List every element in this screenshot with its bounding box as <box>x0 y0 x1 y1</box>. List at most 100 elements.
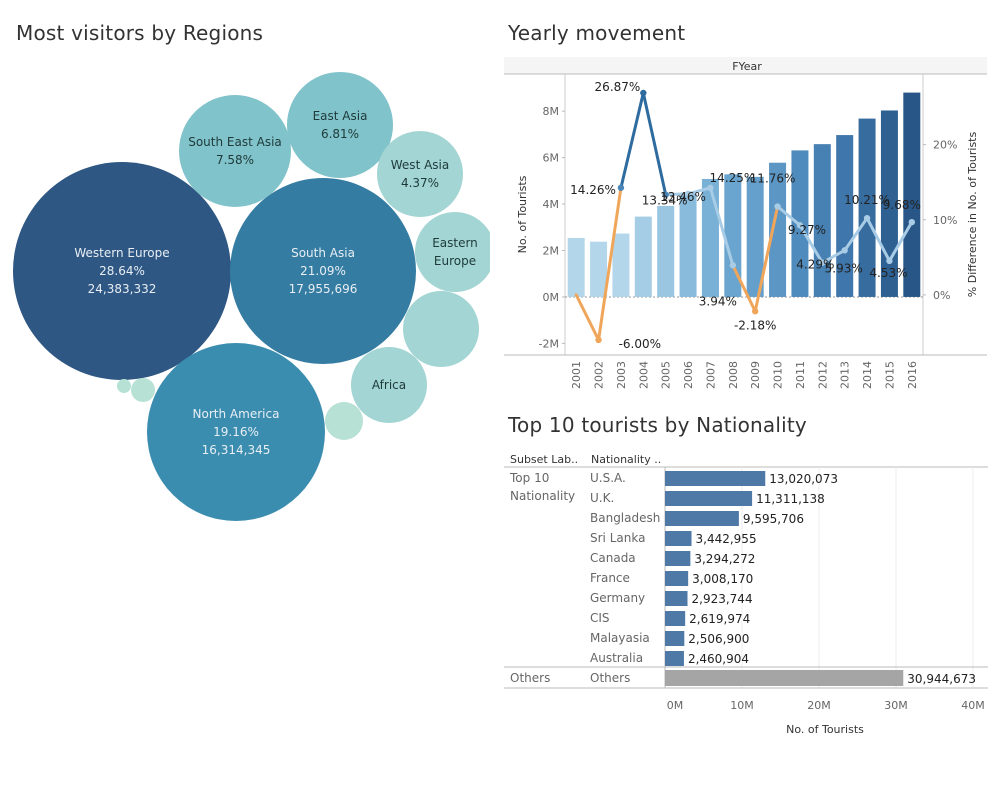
line-point-2013 <box>841 247 848 254</box>
line-point-2012 <box>819 259 826 266</box>
line-segment <box>865 216 891 263</box>
nationality-label: U.K. <box>590 491 614 505</box>
bar-2014 <box>858 118 876 297</box>
pct-label-2014: 10.21% <box>844 193 890 207</box>
bubble-10 <box>325 402 363 440</box>
nationality-label: Germany <box>590 591 645 605</box>
y-left-tick: -2M <box>539 337 559 350</box>
x-tick-2012: 2012 <box>816 361 829 389</box>
bar-2002 <box>590 241 608 297</box>
bubble-6 <box>377 131 463 217</box>
bubble-pct-label: 6.81% <box>321 127 359 141</box>
line-segment <box>887 220 914 263</box>
bar-2010 <box>769 162 787 297</box>
x-tick-2009: 2009 <box>749 361 762 389</box>
nationality-label: Sri Lanka <box>590 531 645 545</box>
bubble-pct-label: 4.37% <box>401 176 439 190</box>
line-segment <box>820 248 847 265</box>
line-point-2007 <box>707 184 714 192</box>
nationality-label: CIS <box>590 611 610 625</box>
line-segment <box>686 186 712 196</box>
bubble-name-label: Eastern <box>432 236 478 250</box>
bar-Sri Lanka <box>665 531 692 546</box>
bubble-name-label: Africa <box>372 378 406 392</box>
pct-label-2009: -2.18% <box>734 318 776 332</box>
bubble-1 <box>13 162 231 380</box>
line-segment <box>664 192 690 197</box>
line-segment <box>798 223 824 265</box>
y-right-tick: 10% <box>933 214 957 227</box>
group-label-top: Nationality <box>510 489 575 503</box>
x-tick: 20M <box>807 699 831 712</box>
bubble-pct-label: 19.16% <box>213 425 259 439</box>
bar-value-label: 11,311,138 <box>756 492 825 506</box>
x-tick-2006: 2006 <box>682 361 695 389</box>
bubble-name-label: Western Europe <box>74 246 169 260</box>
pct-label-2003: 14.26% <box>570 183 616 197</box>
line-point-2004 <box>640 89 647 97</box>
bar-U.K. <box>665 491 753 506</box>
y-left-tick: 0M <box>543 291 560 304</box>
x-tick: 30M <box>884 699 908 712</box>
x-tick-2014: 2014 <box>861 361 874 389</box>
bar-Bangladesh <box>665 511 739 526</box>
col-header-nationality: Nationality .. <box>591 453 661 466</box>
bubble-name-label: Europe <box>434 254 476 268</box>
bubble-value-label: 16,314,345 <box>202 443 271 457</box>
x-tick: 40M <box>961 699 985 712</box>
y-left-tick: 2M <box>543 244 560 257</box>
pct-label-2006: 13.46% <box>660 190 706 204</box>
line-segment <box>619 91 645 190</box>
pct-label-2013: 5.93% <box>825 261 863 275</box>
x-tick-2008: 2008 <box>727 361 740 389</box>
line-segment <box>776 205 802 227</box>
x-tick-2007: 2007 <box>704 361 717 389</box>
bar-value-label: 3,442,955 <box>696 532 757 546</box>
bar-Malayasia <box>665 631 685 646</box>
line-segment <box>641 91 668 197</box>
bubble-name-label: South Asia <box>291 246 355 260</box>
bubble-3 <box>147 343 325 521</box>
bubble-11 <box>131 378 155 402</box>
col-header-subset: Subset Lab.. <box>510 453 578 466</box>
bar-2005 <box>657 205 675 297</box>
bar-value-label: 2,506,900 <box>688 632 749 646</box>
regions-title: Most visitors by Regions <box>16 21 264 45</box>
line-point-2006 <box>684 190 692 197</box>
pct-label-2008: 3.94% <box>699 294 737 308</box>
bar-2001 <box>567 237 585 297</box>
bubble-7 <box>415 212 490 292</box>
x-tick-2003: 2003 <box>615 361 628 389</box>
y-left-tick: 6M <box>543 152 560 165</box>
nationality-label-others: Others <box>590 671 630 685</box>
bar-France <box>665 571 689 586</box>
pct-label-2002: -6.00% <box>619 337 661 351</box>
nationality-bar-chart: Subset Lab.. Nationality .. 0M 10M 20M 30M 40M… <box>504 453 988 736</box>
x-tick-2016: 2016 <box>906 361 919 389</box>
line-segment <box>753 205 780 313</box>
pct-label-2011: 9.27% <box>788 223 826 237</box>
bar-value-label: 3,294,272 <box>694 552 755 566</box>
y-left-tick: 8M <box>543 105 560 118</box>
line-segment <box>731 263 757 313</box>
bubble-pct-label: 21.09% <box>300 264 346 278</box>
pct-label-2007: 14.25% <box>710 171 756 185</box>
bar-Germany <box>665 591 688 606</box>
group-label-top: Top 10 <box>509 471 549 485</box>
bubble-value-label: 24,383,332 <box>88 282 157 296</box>
bubble-2 <box>230 178 416 364</box>
pct-label-2012: 4.29% <box>796 258 834 272</box>
bar-CIS <box>665 611 686 626</box>
bar-value-label-others: 30,944,673 <box>907 672 976 686</box>
header-label: FYear <box>732 60 762 73</box>
x-tick-2005: 2005 <box>660 361 673 389</box>
line-point-2008 <box>729 262 737 269</box>
group-label-others: Others <box>510 671 550 685</box>
x-tick-2011: 2011 <box>794 361 807 389</box>
bubble-name-label: West Asia <box>391 158 449 172</box>
bubble-value-label: 17,955,696 <box>289 282 358 296</box>
x-tick-2015: 2015 <box>883 361 896 389</box>
bubble-name-label: North America <box>193 407 280 421</box>
y-right-label: % Difference in No. of Tourists <box>966 132 979 298</box>
y-right-tick: 20% <box>933 139 957 152</box>
